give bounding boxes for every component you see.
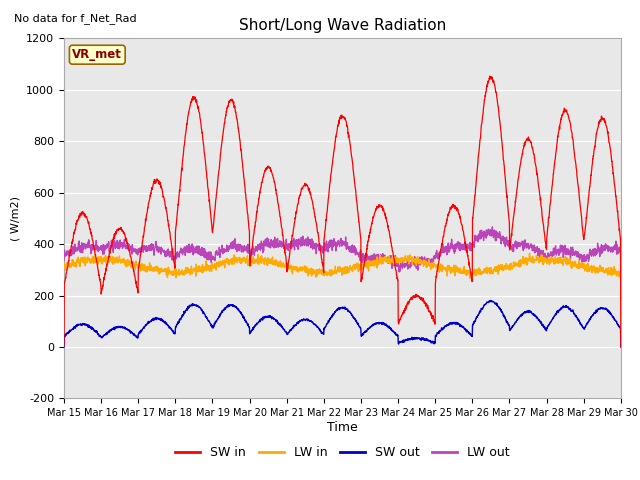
Legend: SW in, LW in, SW out, LW out: SW in, LW in, SW out, LW out: [170, 441, 515, 464]
Text: VR_met: VR_met: [72, 48, 122, 61]
Y-axis label: ( W/m2): ( W/m2): [11, 196, 20, 241]
X-axis label: Time: Time: [327, 421, 358, 434]
Text: No data for f_Net_Rad: No data for f_Net_Rad: [14, 13, 136, 24]
Title: Short/Long Wave Radiation: Short/Long Wave Radiation: [239, 18, 446, 33]
